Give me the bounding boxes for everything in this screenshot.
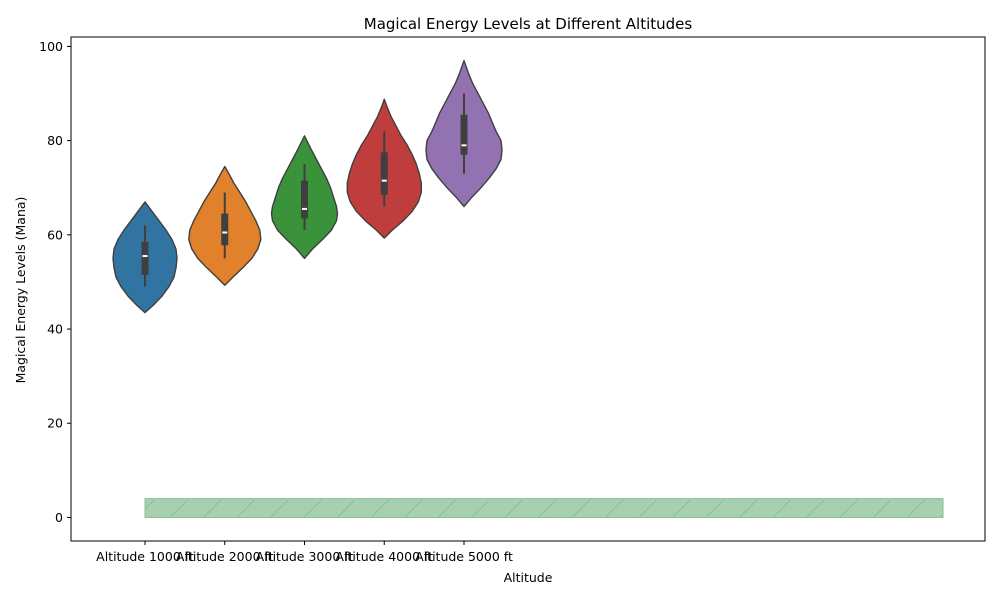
y-tick-label: 100 <box>39 39 63 54</box>
x-tick-label: Altitude 5000 ft <box>415 549 513 564</box>
y-tick-label: 60 <box>47 227 63 242</box>
x-tick-label: Altitude 3000 ft <box>256 549 354 564</box>
violin-iqr-box-2 <box>221 213 229 246</box>
y-tick-label: 80 <box>47 133 63 148</box>
axes-frame <box>70 36 986 542</box>
violin-iqr-box-1 <box>141 241 149 275</box>
y-axis-label: Magical Energy Levels (Mana) <box>13 197 28 384</box>
reference-band-hatch <box>145 498 943 518</box>
x-tick-label: Altitude 4000 ft <box>335 549 433 564</box>
violin-iqr-box-4 <box>380 152 388 195</box>
y-tick-label: 40 <box>47 322 63 337</box>
violin-iqr-box-3 <box>301 180 308 219</box>
x-tick-label: Altitude 2000 ft <box>176 549 274 564</box>
x-axis-label: Altitude <box>504 570 553 585</box>
y-tick-label: 0 <box>55 510 63 525</box>
x-tick-label: Altitude 1000 ft <box>96 549 194 564</box>
y-tick-label: 20 <box>47 416 63 431</box>
chart-title: Magical Energy Levels at Different Altit… <box>364 15 693 33</box>
violin-iqr-box-5 <box>460 114 468 155</box>
